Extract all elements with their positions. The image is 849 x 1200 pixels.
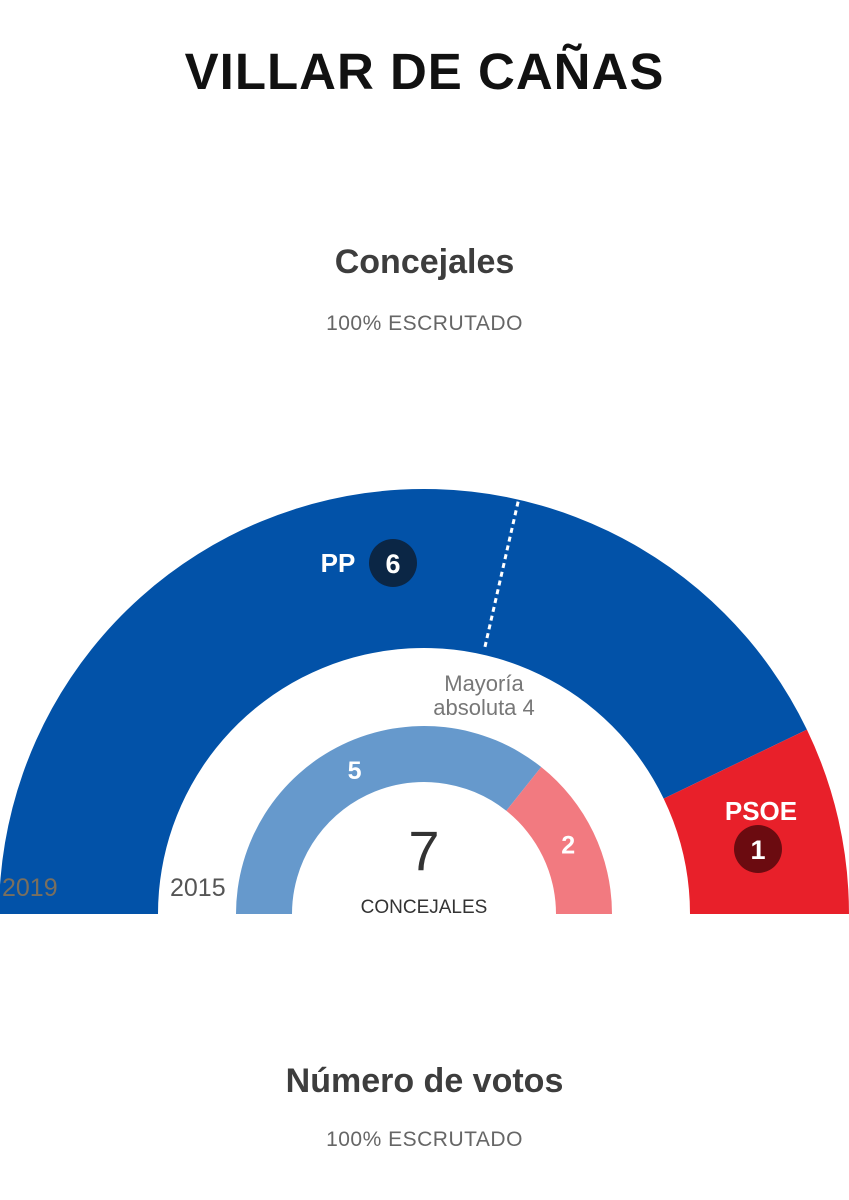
psoe-badge-value: 1 (750, 835, 765, 865)
pp-badge-value: 6 (385, 549, 400, 579)
outer-ring-segment-0 (0, 489, 807, 914)
psoe-label: PSOE (725, 796, 797, 826)
pp-badge-circle (369, 539, 417, 587)
pp-label: PP (321, 548, 356, 578)
majority-line (482, 501, 520, 652)
votos-title: Número de votos (285, 1062, 564, 1100)
majority-label-2: absoluta 4 (433, 695, 535, 720)
inner-seat-label-0: 5 (348, 757, 362, 785)
outer-ring-2019 (0, 489, 849, 914)
inner-ring-segment-1 (506, 767, 612, 914)
year-2019-label: 2019 (2, 874, 58, 902)
page-title: VILLAR DE CAÑAS (184, 43, 665, 100)
majority-label-1: Mayoría (444, 671, 524, 696)
votos-subtitle: 100% ESCRUTADO (326, 1128, 523, 1151)
psoe-badge-circle (734, 825, 782, 873)
outer-ring-segment-1 (663, 729, 849, 914)
year-2015-label: 2015 (170, 874, 226, 902)
total-seats: 7 (408, 819, 439, 882)
total-label: CONCEJALES (361, 897, 488, 918)
inner-ring-segment-0 (236, 726, 542, 914)
inner-seat-label-1: 2 (561, 832, 575, 860)
inner-ring-2015 (236, 726, 612, 914)
concejales-title: Concejales (334, 243, 515, 281)
concejales-subtitle: 100% ESCRUTADO (326, 312, 523, 335)
